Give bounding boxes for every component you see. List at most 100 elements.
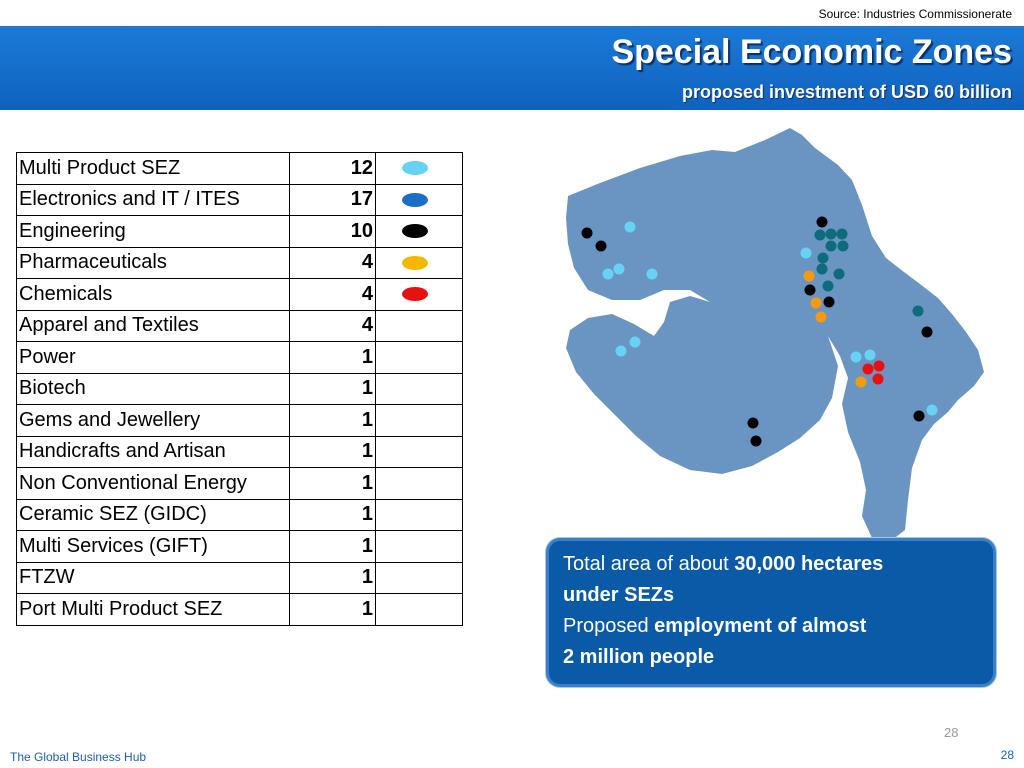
legend-marker-icon	[402, 161, 428, 175]
sez-marker-icon	[836, 228, 848, 240]
sez-marker-icon	[833, 268, 845, 280]
sez-category: Port Multi Product SEZ	[16, 593, 290, 626]
sez-markers	[581, 216, 938, 447]
table-row: Handicrafts and Artisan 1	[16, 435, 463, 468]
sez-count: 10	[289, 215, 376, 248]
sez-count: 12	[289, 152, 376, 185]
sez-marker-icon	[921, 326, 933, 338]
sez-category: Engineering	[16, 215, 290, 248]
footer-page-number: 28	[1000, 748, 1014, 762]
sez-marker-icon	[913, 410, 925, 422]
info-line-4: 2 million people	[563, 646, 715, 668]
table-row: Multi Services (GIFT) 1	[16, 530, 463, 563]
source-note: Source: Industries Commissionerate	[818, 7, 1012, 21]
sez-marker-icon	[817, 252, 829, 264]
table-row: Chemicals 4	[16, 278, 463, 311]
table-row: Biotech 1	[16, 372, 463, 405]
legend-marker-icon	[402, 287, 428, 301]
footer-title: The Global Business Hub	[10, 750, 147, 764]
sez-category: Electronics and IT / ITES	[16, 183, 290, 216]
legend-marker-icon	[402, 224, 428, 238]
table-row: FTZW 1	[16, 561, 463, 594]
table-row: Multi Product SEZ 12	[16, 152, 463, 185]
sez-count: 4	[289, 309, 376, 342]
sez-count: 1	[289, 561, 376, 594]
info-box: Total area of about 30,000 hectares unde…	[546, 538, 996, 687]
table-row: Ceramic SEZ (GIDC) 1	[16, 498, 463, 531]
legend-marker-icon	[402, 192, 428, 207]
slide-number: 28	[944, 725, 959, 740]
info-line-3: Proposed employment of almost	[563, 615, 867, 637]
page-subtitle: proposed investment of USD 60 billion	[681, 82, 1012, 102]
sez-marker-icon	[822, 280, 834, 292]
sez-count: 4	[289, 246, 376, 279]
table-row: Power 1	[16, 341, 463, 374]
info-line-1: Total area of about 30,000 hectares	[563, 553, 884, 575]
sez-category: Ceramic SEZ (GIDC)	[16, 498, 290, 531]
legend-cell	[375, 372, 463, 405]
sez-marker-icon	[837, 240, 849, 252]
legend-cell	[375, 341, 463, 374]
legend-cell	[375, 246, 463, 279]
sez-count: 1	[289, 593, 376, 626]
sez-marker-icon	[815, 311, 827, 323]
sez-count: 1	[289, 404, 376, 437]
sez-marker-icon	[850, 351, 862, 363]
legend-cell	[375, 498, 463, 531]
sez-marker-icon	[595, 240, 607, 252]
sez-marker-icon	[615, 345, 627, 357]
sez-marker-icon	[872, 373, 884, 385]
sez-marker-icon	[803, 270, 815, 282]
sez-marker-icon	[602, 268, 614, 280]
legend-cell	[375, 183, 463, 216]
sez-marker-icon	[855, 376, 867, 388]
sez-marker-icon	[926, 404, 938, 416]
sez-marker-icon	[864, 349, 876, 361]
sez-count: 17	[289, 183, 376, 216]
sez-marker-icon	[862, 363, 874, 375]
sez-count: 1	[289, 435, 376, 468]
sez-marker-icon	[800, 247, 812, 259]
table-row: Pharmaceuticals 4	[16, 246, 463, 279]
sez-marker-icon	[825, 228, 837, 240]
sez-count: 4	[289, 278, 376, 311]
sez-category: Handicrafts and Artisan	[16, 435, 290, 468]
gujarat-map-shape	[566, 128, 984, 540]
sez-category: Apparel and Textiles	[16, 309, 290, 342]
sez-count: 1	[289, 372, 376, 405]
sez-category: Pharmaceuticals	[16, 246, 290, 279]
sez-category: FTZW	[16, 561, 290, 594]
sez-marker-icon	[804, 284, 816, 296]
page-title: Special Economic Zones	[611, 33, 1012, 71]
sez-category: Multi Services (GIFT)	[16, 530, 290, 563]
info-line-2: under SEZs	[563, 584, 675, 606]
sez-marker-icon	[825, 240, 837, 252]
legend-cell	[375, 215, 463, 248]
sez-marker-icon	[629, 336, 641, 348]
sez-category: Power	[16, 341, 290, 374]
legend-cell	[375, 530, 463, 563]
legend-cell	[375, 309, 463, 342]
table-row: Gems and Jewellery 1	[16, 404, 463, 437]
sez-category: Chemicals	[16, 278, 290, 311]
sez-marker-icon	[750, 435, 762, 447]
table-row: Electronics and IT / ITES 17	[16, 183, 463, 216]
table-row: Engineering 10	[16, 215, 463, 248]
sez-category: Biotech	[16, 372, 290, 405]
sez-marker-icon	[873, 360, 885, 372]
sez-marker-icon	[814, 229, 826, 241]
sez-category: Non Conventional Energy	[16, 467, 290, 500]
legend-marker-icon	[402, 255, 428, 270]
sez-marker-icon	[646, 268, 658, 280]
sez-marker-icon	[823, 296, 835, 308]
sez-count: 1	[289, 467, 376, 500]
sez-count: 1	[289, 341, 376, 374]
legend-cell	[375, 404, 463, 437]
legend-cell	[375, 278, 463, 311]
legend-cell	[375, 561, 463, 594]
sez-marker-icon	[613, 263, 625, 275]
title-banner	[0, 26, 1024, 110]
sez-table: Multi Product SEZ 12 Electronics and IT / …	[16, 152, 463, 626]
sez-marker-icon	[816, 216, 828, 228]
sez-marker-icon	[912, 305, 924, 317]
